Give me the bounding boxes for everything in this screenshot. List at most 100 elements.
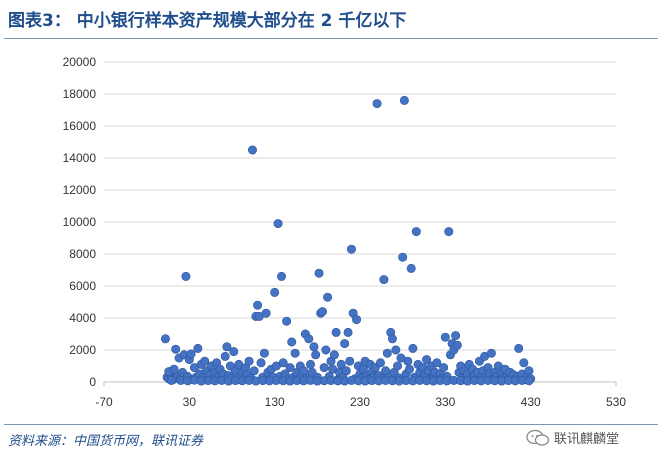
data-point [524, 366, 534, 376]
x-axis: -70 30 130 230 330 430 530 [95, 382, 626, 409]
data-point [166, 375, 176, 385]
data-point [406, 263, 416, 273]
data-point [278, 358, 288, 368]
source-note: 资料来源：中国货币网，联讯证券 [8, 434, 204, 449]
x-tick-label: 230 [350, 395, 370, 409]
y-axis: 0 2000 4000 6000 8000 10000 12000 14000 16000 180… [63, 55, 97, 389]
data-point [345, 356, 355, 366]
data-point [171, 344, 181, 354]
data-point [229, 347, 239, 357]
figure-title: 图表3： 中小银行样本资产规模大部分在 2 千亿以下 [8, 11, 407, 31]
data-points [160, 95, 536, 386]
data-point [404, 364, 414, 374]
data-point [391, 345, 401, 355]
data-point [352, 315, 362, 325]
data-point [249, 366, 259, 376]
data-point [519, 358, 529, 368]
data-point [299, 366, 309, 376]
y-tick-label: 18000 [63, 87, 97, 101]
x-tick-label: 530 [606, 395, 626, 409]
data-point [343, 327, 353, 337]
y-tick-label: 8000 [69, 247, 96, 261]
data-point [346, 244, 356, 254]
data-point [261, 308, 271, 318]
data-point [259, 348, 269, 358]
footer-divider [4, 424, 658, 425]
y-tick-label: 6000 [69, 279, 96, 293]
data-point [160, 334, 170, 344]
x-tick-label: -70 [95, 395, 113, 409]
data-point [340, 339, 350, 349]
data-point [186, 349, 196, 359]
data-point [379, 275, 389, 285]
data-point [393, 361, 403, 371]
data-point [222, 342, 232, 352]
data-point [341, 366, 351, 376]
data-point [317, 307, 327, 317]
data-point [336, 359, 346, 369]
data-point [193, 343, 203, 353]
data-point [244, 356, 254, 366]
data-point [306, 359, 316, 369]
data-point [321, 345, 331, 355]
data-point [311, 350, 321, 360]
data-point [329, 350, 339, 360]
data-point [309, 342, 319, 352]
data-point [432, 358, 442, 368]
y-tick-label: 2000 [69, 343, 96, 357]
data-point [524, 376, 534, 386]
data-point [399, 95, 409, 105]
data-point [314, 268, 324, 278]
data-point [372, 99, 382, 109]
data-point [444, 227, 454, 237]
data-point [422, 355, 432, 365]
data-point [514, 343, 524, 353]
data-point [323, 292, 333, 302]
y-tick-label: 20000 [63, 55, 97, 69]
data-point [440, 332, 450, 342]
data-point [387, 334, 397, 344]
x-tick-label: 30 [183, 395, 197, 409]
watermark: 联讯麒麟堂 [526, 428, 619, 447]
data-point [486, 348, 496, 358]
data-point [382, 348, 392, 358]
data-point [169, 364, 179, 374]
data-point [181, 271, 191, 281]
data-point [439, 363, 449, 373]
y-tick-label: 16000 [63, 119, 97, 133]
data-point [247, 145, 257, 155]
data-point [287, 337, 297, 347]
data-point [398, 252, 408, 262]
data-point [331, 327, 341, 337]
scatter-chart: 0 2000 4000 6000 8000 10000 12000 14000 16000 180… [63, 55, 627, 409]
data-point [451, 331, 461, 341]
x-tick-label: 330 [435, 395, 455, 409]
gridlines [104, 61, 616, 383]
data-point [304, 334, 314, 344]
data-point [220, 351, 230, 361]
data-point [273, 219, 283, 229]
data-point [290, 348, 300, 358]
wechat-logo-icon [526, 429, 550, 446]
data-point [282, 316, 292, 326]
data-point [256, 358, 266, 368]
data-point [276, 271, 286, 281]
x-tick-label: 130 [265, 395, 285, 409]
y-tick-label: 10000 [63, 215, 97, 229]
y-tick-label: 12000 [63, 183, 97, 197]
data-point [270, 287, 280, 297]
y-tick-label: 0 [89, 375, 96, 389]
data-point [403, 356, 413, 366]
data-point [408, 343, 418, 353]
watermark-text: 联讯麒麟堂 [554, 432, 620, 447]
data-point [452, 340, 462, 350]
data-point [253, 300, 263, 310]
y-tick-label: 4000 [69, 311, 96, 325]
data-point [375, 358, 385, 368]
data-point [319, 363, 329, 373]
data-point [285, 363, 295, 373]
x-tick-label: 430 [521, 395, 541, 409]
title-divider [4, 38, 658, 39]
y-tick-label: 14000 [63, 151, 97, 165]
data-point [200, 356, 210, 366]
